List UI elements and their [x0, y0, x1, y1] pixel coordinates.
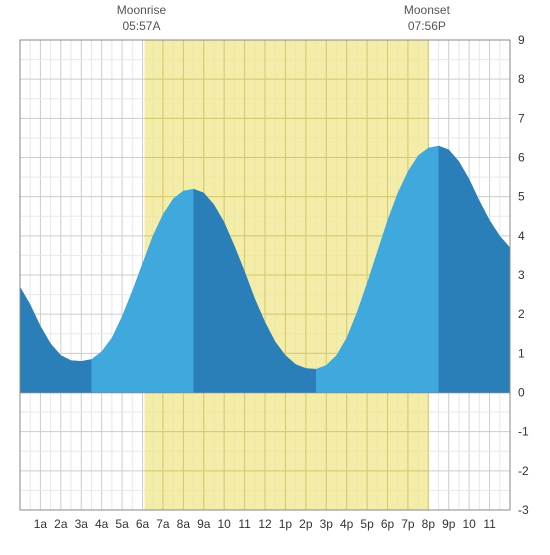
x-tick-label: 12 [258, 517, 272, 531]
y-tick-label: -3 [518, 503, 529, 517]
moonset-label: Moonset [404, 3, 451, 17]
x-tick-label: 11 [483, 517, 496, 531]
moonrise-time: 05:57A [122, 19, 160, 33]
y-tick-label: 4 [518, 229, 525, 243]
tide-chart-svg: -3-2-101234567891a2a3a4a5a6a7a8a9a101112… [0, 0, 550, 550]
x-tick-label: 7p [401, 517, 415, 531]
x-tick-label: 5a [115, 517, 129, 531]
x-tick-label: 9p [442, 517, 456, 531]
x-tick-label: 5p [360, 517, 374, 531]
y-tick-label: 3 [518, 268, 525, 282]
y-tick-label: 6 [518, 151, 525, 165]
y-tick-label: -1 [518, 425, 529, 439]
x-tick-label: 9a [197, 517, 211, 531]
y-tick-label: 2 [518, 307, 525, 321]
y-tick-label: 8 [518, 72, 525, 86]
x-tick-label: 2a [54, 517, 68, 531]
x-tick-label: 8a [177, 517, 191, 531]
x-tick-label: 1p [279, 517, 293, 531]
tide-chart: -3-2-101234567891a2a3a4a5a6a7a8a9a101112… [0, 0, 550, 555]
moonrise-label: Moonrise [117, 3, 167, 17]
x-tick-label: 1a [34, 517, 48, 531]
x-tick-label: 4p [340, 517, 354, 531]
y-tick-label: 5 [518, 190, 525, 204]
x-tick-label: 10 [462, 517, 476, 531]
x-tick-label: 4a [95, 517, 109, 531]
y-tick-label: 1 [518, 346, 525, 360]
y-tick-label: -2 [518, 464, 529, 478]
x-tick-label: 6p [381, 517, 395, 531]
x-tick-label: 10 [217, 517, 231, 531]
y-tick-label: 7 [518, 111, 525, 125]
x-tick-label: 7a [156, 517, 170, 531]
x-tick-label: 3p [320, 517, 334, 531]
y-tick-label: 0 [518, 386, 525, 400]
x-tick-label: 6a [136, 517, 150, 531]
x-tick-label: 8p [422, 517, 436, 531]
x-tick-label: 11 [238, 517, 251, 531]
moonset-time: 07:56P [408, 19, 446, 33]
x-tick-label: 2p [299, 517, 313, 531]
y-tick-label: 9 [518, 33, 525, 47]
x-tick-label: 3a [75, 517, 89, 531]
